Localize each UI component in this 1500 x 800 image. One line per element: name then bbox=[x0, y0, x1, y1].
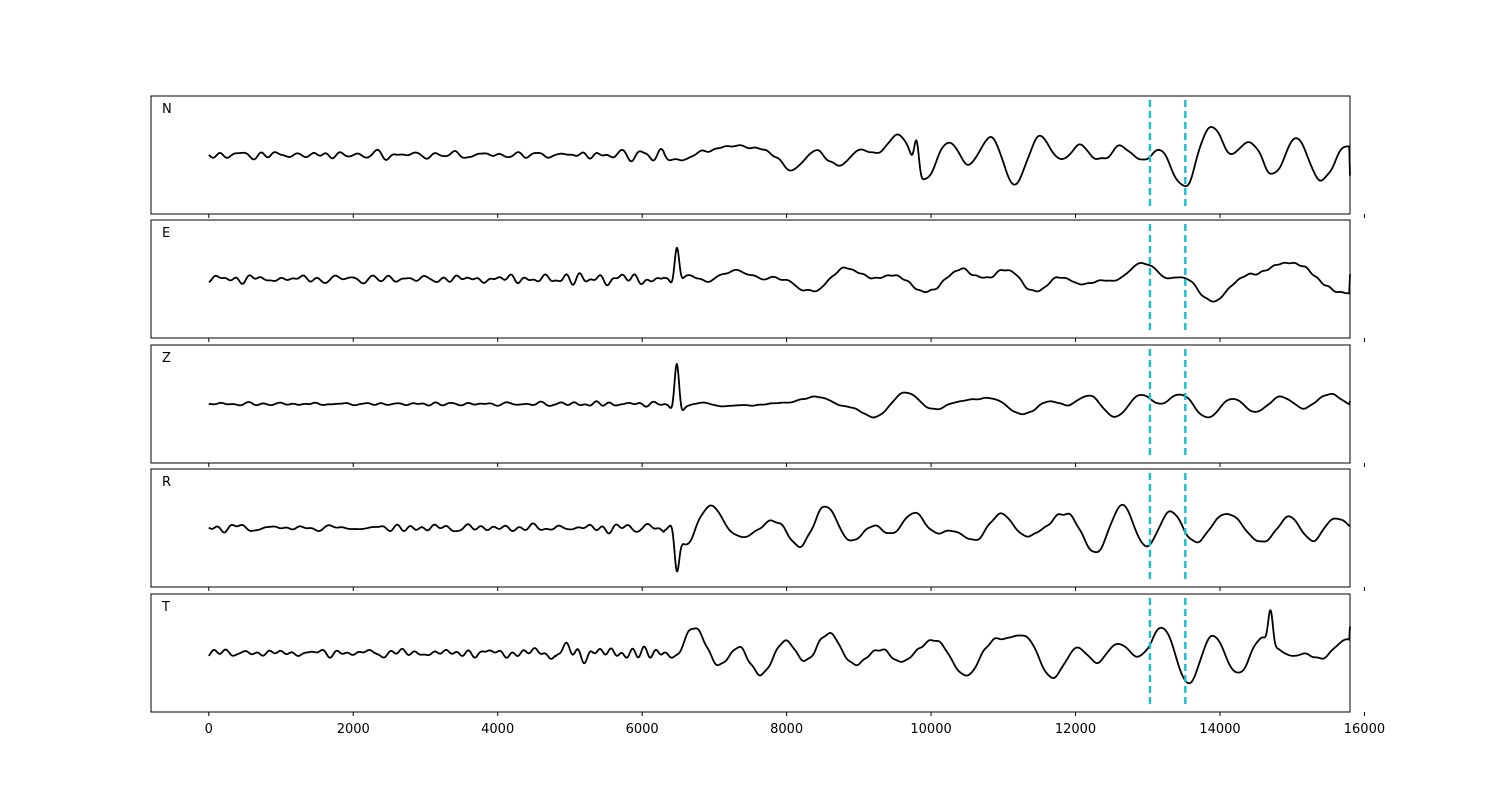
waveform-line bbox=[208, 503, 1351, 573]
x-tick-label: 0 bbox=[205, 722, 213, 737]
waveform-line bbox=[208, 246, 1351, 303]
panel-frame bbox=[150, 468, 1351, 588]
panel-E: E bbox=[150, 219, 1365, 342]
channel-label: N bbox=[162, 102, 172, 117]
panels-layer: N E Z R T bbox=[150, 95, 1365, 716]
panel-frame bbox=[150, 593, 1351, 713]
x-tick-label: 8000 bbox=[770, 722, 803, 737]
channel-label: Z bbox=[162, 351, 171, 366]
channel-label: E bbox=[162, 226, 170, 241]
x-tick-label: 14000 bbox=[1199, 722, 1240, 737]
waveform-line bbox=[208, 362, 1351, 419]
waveform-line bbox=[208, 126, 1351, 188]
panel-Z: Z bbox=[150, 344, 1365, 467]
waveform-line bbox=[208, 609, 1351, 685]
x-tick-label: 6000 bbox=[626, 722, 659, 737]
channel-label: T bbox=[161, 600, 170, 615]
x-tick-label: 12000 bbox=[1055, 722, 1096, 737]
x-axis: 0 2000 4000 6000 8000 10000 12000 14000 16000 bbox=[205, 722, 1385, 737]
x-tick-label: 16000 bbox=[1344, 722, 1385, 737]
x-tick-label: 10000 bbox=[910, 722, 951, 737]
panel-R: R bbox=[150, 468, 1365, 591]
channel-label: R bbox=[162, 475, 171, 490]
x-tick-label: 4000 bbox=[481, 722, 514, 737]
panel-T: T bbox=[150, 593, 1365, 716]
panel-N: N bbox=[150, 95, 1365, 218]
x-tick-label: 2000 bbox=[337, 722, 370, 737]
panel-frame bbox=[150, 95, 1351, 215]
